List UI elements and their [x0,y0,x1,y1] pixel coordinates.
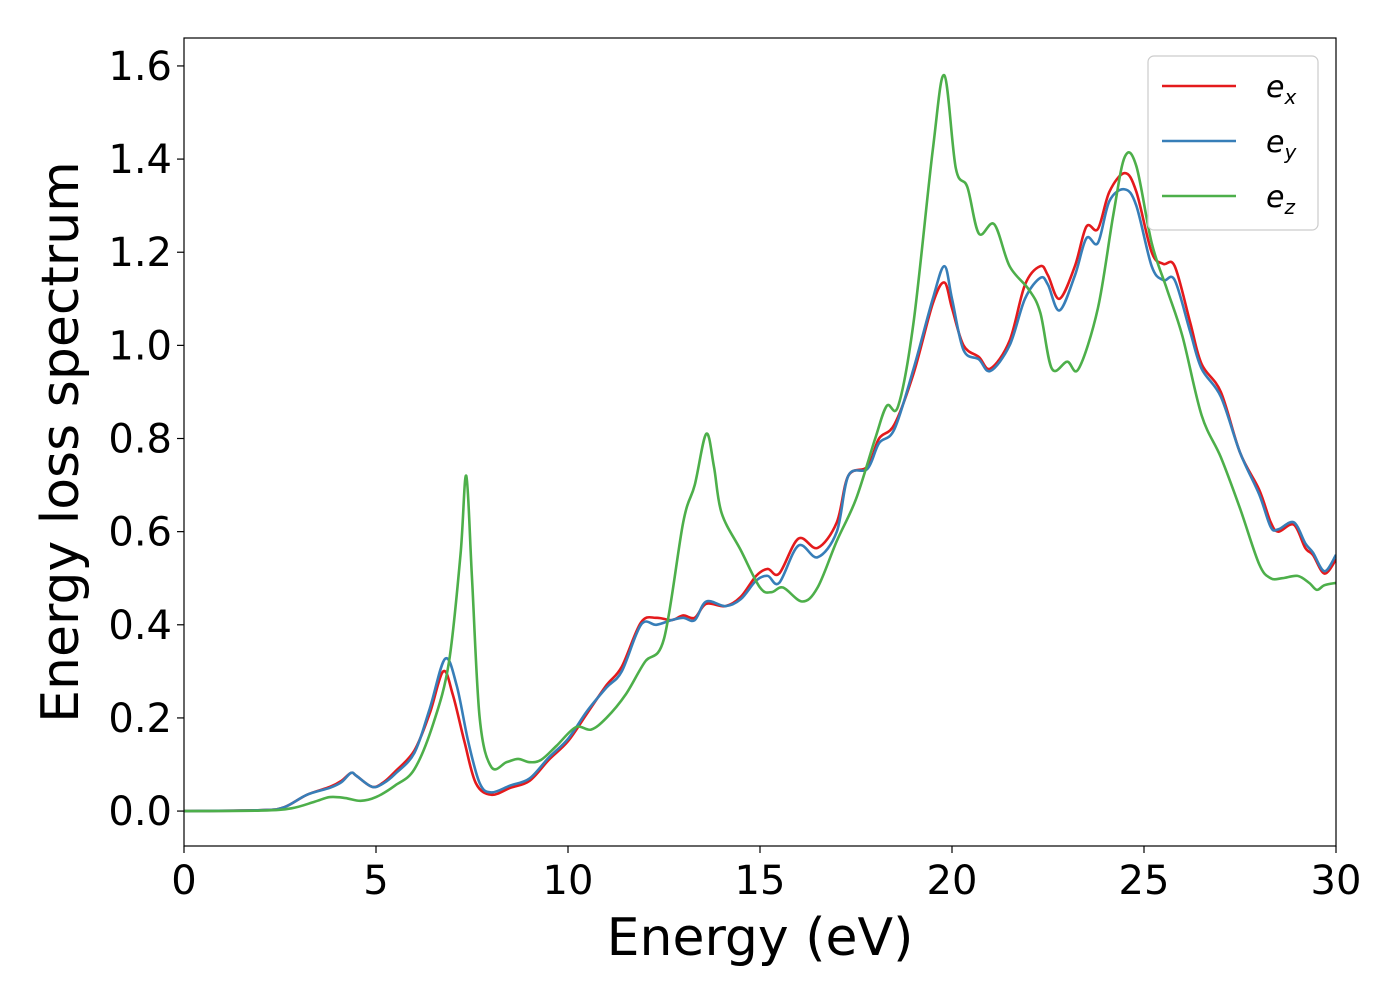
axis-ticks: 0 5 10 15 20 25 30 0.0 0.2 0.4 0.6 0.8 1.0 1.2 1.4 1.6 [108,44,1361,904]
legend-box [1147,55,1319,231]
series-line-ey [184,187,1336,813]
y-tick-label: 1.6 [108,44,172,90]
x-tick-label: 25 [1119,858,1170,904]
x-tick-label: 0 [171,858,196,904]
x-tick-label: 5 [363,858,388,904]
y-tick-label: 1.2 [108,230,172,276]
legend-label: ey [1266,125,1297,164]
y-tick-label: 0.6 [108,510,172,556]
series-line-ex [184,171,1336,813]
x-tick-label: 15 [735,858,786,904]
x-tick-label: 30 [1311,858,1362,904]
series-line-ez [184,73,1336,813]
y-tick-label: 0.0 [108,789,172,835]
legend-label: ez [1266,180,1295,219]
x-tick-label: 20 [927,858,978,904]
y-tick-label: 0.4 [108,603,172,649]
plot-lines [184,73,1336,813]
y-tick-label: 1.0 [108,323,172,369]
legend: ex ey ez [1147,55,1319,231]
y-tick-label: 1.4 [108,137,172,183]
y-tick-label: 0.8 [108,417,172,463]
x-tick-label: 10 [543,858,594,904]
y-tick-label: 0.2 [108,696,172,742]
x-axis-title: Energy (eV) [607,908,914,968]
legend-label: ex [1266,70,1296,109]
y-axis-title: Energy loss spectrum [31,161,91,723]
